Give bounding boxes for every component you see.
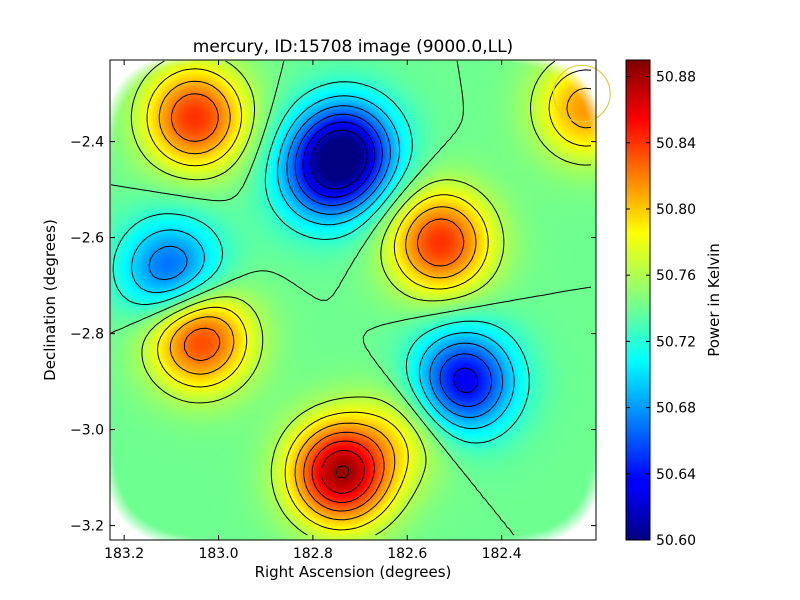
y-tick-label: −3.2 xyxy=(70,519,104,535)
colorbar-label: Power in Kelvin xyxy=(705,243,723,357)
contour-line xyxy=(148,105,504,418)
contour-line xyxy=(131,95,515,430)
contour-lines xyxy=(110,60,592,536)
colorbar-tick-label: 50.72 xyxy=(656,334,696,350)
y-axis: −2.4 −2.6 −2.8 −3.0 −3.2 xyxy=(70,135,596,535)
contour-line xyxy=(310,129,368,190)
plot-area xyxy=(109,59,611,541)
y-axis-label: Declination (degrees) xyxy=(41,219,59,381)
y-tick-label: −3.0 xyxy=(70,423,104,439)
colorbar-tick-label: 50.68 xyxy=(656,401,696,417)
colorbar-tick-label: 50.88 xyxy=(656,70,696,86)
y-tick-label: −2.8 xyxy=(70,327,104,343)
contour-line xyxy=(311,440,375,503)
contour-line xyxy=(110,60,592,536)
x-tick-label: 183.0 xyxy=(198,546,238,562)
contour-line xyxy=(320,449,365,494)
colorbar-ticks: 50.60 50.64 50.68 50.72 50.76 50.80 50.84 50.88 xyxy=(626,70,696,549)
colorbar: 50.60 50.64 50.68 50.72 50.76 50.80 50.84 50.88… xyxy=(625,59,723,549)
colorbar-tick-label: 50.80 xyxy=(656,202,696,218)
colorbar-tick-label: 50.64 xyxy=(656,467,696,483)
y-tick-label: −2.4 xyxy=(70,135,104,151)
contour-line xyxy=(112,81,530,444)
x-axis: 183.2 183.0 182.8 182.6 182.4 xyxy=(104,60,522,562)
plot-frame xyxy=(109,59,597,541)
x-tick-label: 182.6 xyxy=(387,546,427,562)
contour-line xyxy=(171,93,465,512)
beam-circle xyxy=(552,64,611,123)
x-tick-label: 182.4 xyxy=(482,546,522,562)
chart-title: mercury, ID:15708 image (9000.0,LL) xyxy=(193,37,513,57)
colorbar-tick-label: 50.76 xyxy=(656,268,696,284)
y-tick-label: −2.6 xyxy=(70,231,104,247)
colorbar-gradient xyxy=(625,59,651,541)
contour-line xyxy=(336,465,349,479)
contour-line xyxy=(302,121,479,394)
heatmap-image xyxy=(110,60,596,540)
colorbar-tick-label: 50.60 xyxy=(656,533,696,549)
x-tick-label: 182.8 xyxy=(293,546,333,562)
contour-line xyxy=(130,60,592,536)
contour-line xyxy=(294,113,493,407)
x-tick-label: 183.2 xyxy=(104,546,144,562)
colorbar-tick-label: 50.84 xyxy=(656,136,696,152)
contour-line xyxy=(146,68,592,531)
contour-line xyxy=(158,80,592,521)
x-axis-label: Right Ascension (degrees) xyxy=(255,563,452,581)
